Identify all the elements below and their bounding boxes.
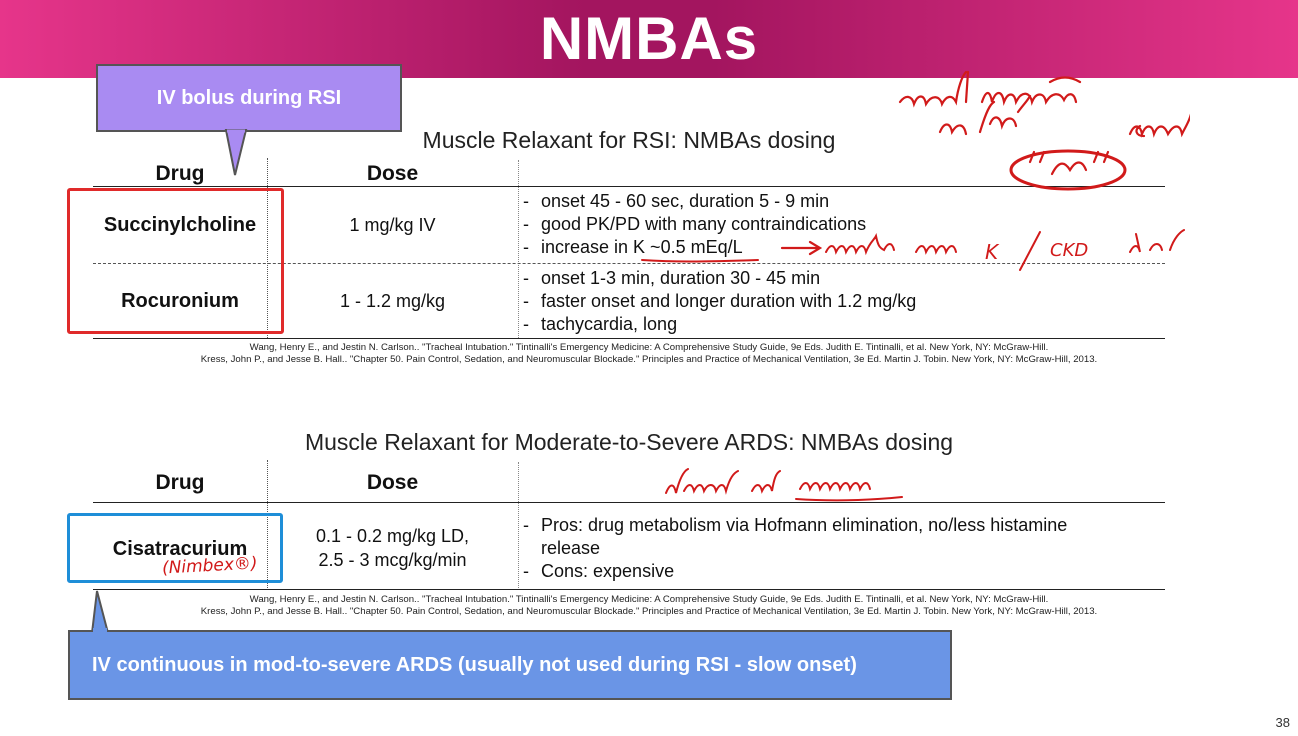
rsi-bolus-callout-text: IV bolus during RSI xyxy=(156,87,342,109)
dose-cisatracurium: 0.1 - 0.2 mg/kg LD, 2.5 - 3 mcg/kg/min xyxy=(270,524,515,572)
dose-cisatracurium-line1: 0.1 - 0.2 mg/kg LD, xyxy=(315,526,470,546)
table1-ref-1: Wang, Henry E., and Jestin N. Carlson.. … xyxy=(249,342,1049,353)
drug-succinylcholine: Succinylcholine xyxy=(103,214,257,236)
drug-cisatracurium: Cisatracurium xyxy=(112,538,248,560)
table1-bottom-rule xyxy=(93,338,1165,339)
ards-continuous-callout-text: IV continuous in mod-to-severe ARDS (usu… xyxy=(92,654,857,676)
handwritten-ckd: CKD xyxy=(1050,240,1089,261)
page-number: 38 xyxy=(1275,715,1290,730)
drug-highlight-box-red xyxy=(67,188,284,334)
dose-succinylcholine: 1 mg/kg IV xyxy=(349,215,436,235)
slide-title: NMBAs xyxy=(539,5,759,72)
handwritten-k: K xyxy=(985,240,999,264)
drug-rocuronium: Rocuronium xyxy=(121,290,239,312)
table2-title: Muscle Relaxant for Moderate-to-Severe A… xyxy=(304,429,954,455)
list-item: onset 1-3 min, duration 30 - 45 min xyxy=(521,267,1161,290)
list-item: tachycardia, long xyxy=(521,313,1161,336)
dose-rocuronium: 1 - 1.2 mg/kg xyxy=(339,291,446,311)
table1-header-rule xyxy=(93,186,1165,187)
table2-col-divider-2 xyxy=(518,462,519,588)
ards-continuous-callout: IV continuous in mod-to-severe ARDS (usu… xyxy=(68,630,952,700)
table2-header-rule xyxy=(93,502,1165,503)
table2-header-drug: Drug xyxy=(155,471,205,494)
table2-ref-1: Wang, Henry E., and Jestin N. Carlson.. … xyxy=(249,594,1049,605)
list-item: good PK/PD with many contraindications xyxy=(521,213,1161,236)
table2-header-dose: Dose xyxy=(366,471,419,494)
handwritten-k-annotation xyxy=(641,229,1185,271)
table1-col-divider-2 xyxy=(518,160,519,338)
list-item: faster onset and longer duration with 1.… xyxy=(521,290,1161,313)
list-item: Cons: expensive xyxy=(521,560,1131,583)
table2-bottom-rule xyxy=(93,589,1165,590)
rsi-bolus-callout: IV bolus during RSI xyxy=(96,64,402,132)
table2-ref-2: Kress, John P., and Jesse B. Hall.. "Cha… xyxy=(200,606,1098,617)
notes-succinylcholine: onset 45 - 60 sec, duration 5 - 9 min go… xyxy=(521,190,1161,259)
table1-header-drug: Drug xyxy=(155,162,205,185)
drug-highlight-box-blue xyxy=(67,513,283,583)
list-item: Pros: drug metabolism via Hofmann elimin… xyxy=(521,514,1131,560)
table1-row-divider xyxy=(93,263,1165,264)
table2-col-divider-1 xyxy=(267,460,268,588)
dose-cisatracurium-line2: 2.5 - 3 mcg/kg/min xyxy=(318,550,467,570)
handwritten-note-middle xyxy=(665,468,903,502)
table1-col-divider-1 xyxy=(267,158,268,338)
table1-ref-2: Kress, John P., and Jesse B. Hall.. "Cha… xyxy=(200,354,1098,365)
handwritten-note-top-right xyxy=(898,70,1190,191)
table1-title: Muscle Relaxant for RSI: NMBAs dosing xyxy=(422,127,836,153)
list-item: onset 45 - 60 sec, duration 5 - 9 min xyxy=(521,190,1161,213)
callout-pointer-bottom-join xyxy=(93,628,107,634)
notes-cisatracurium: Pros: drug metabolism via Hofmann elimin… xyxy=(521,514,1131,583)
callout-pointer-top xyxy=(224,129,248,176)
list-item: increase in K ~0.5 mEq/L xyxy=(521,236,1161,259)
notes-rocuronium: onset 1-3 min, duration 30 - 45 min fast… xyxy=(521,267,1161,336)
table1-header-dose: Dose xyxy=(366,162,419,185)
